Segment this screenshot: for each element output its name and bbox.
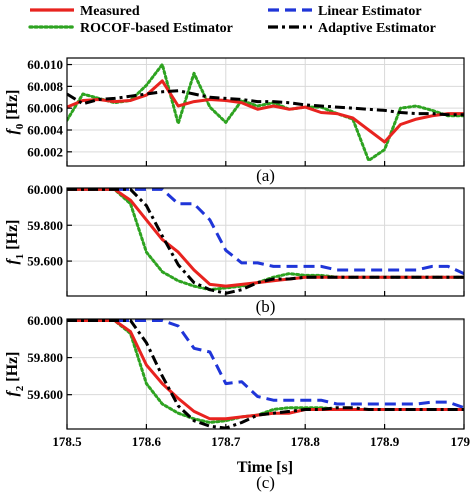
x-tick-label: 178.9 — [370, 434, 400, 449]
y-axis-label-subscript: 0 — [14, 123, 26, 129]
x-tick-label: 178.7 — [211, 434, 241, 449]
x-axis-label: Time [s] — [237, 459, 293, 476]
y-tick-label: 60.006 — [27, 101, 63, 116]
y-tick-label: 59.800 — [27, 218, 63, 233]
legend-label-adaptive-estimator: Adaptive Estimator — [318, 21, 436, 36]
y-axis-label: f0 [Hz] — [4, 89, 26, 134]
y-axis-label: f1 [Hz] — [4, 219, 26, 264]
x-tick-label: 178.8 — [291, 434, 321, 449]
legend-label-measured: Measured — [80, 4, 140, 19]
legend-label-rocof-based-estimator: ROCOF-based Estimator — [80, 21, 233, 36]
y-tick-label: 60.000 — [27, 313, 63, 328]
series-group — [67, 319, 464, 429]
y-axis-label-unit: [Hz] — [4, 89, 21, 119]
series-line-rocof-based-estimator — [67, 319, 464, 424]
y-axis-label-subscript: 1 — [14, 254, 26, 260]
y-axis-label-symbol: f — [4, 258, 21, 265]
panel-caption: (c) — [256, 473, 275, 492]
y-tick-label: 60.004 — [27, 123, 63, 138]
series-group — [67, 63, 464, 162]
x-tick-label: 179 — [451, 434, 471, 449]
y-tick-label: 60.008 — [27, 79, 63, 94]
panel-2: 59.600 59.800 60.000 f1 [Hz] (b) — [4, 182, 465, 316]
y-tick-label: 60.002 — [27, 144, 63, 159]
panels: 60.00260.00460.00660.00860.010f0[Hz](a)5… — [4, 57, 471, 492]
y-tick-label: 59.600 — [27, 387, 63, 402]
series-line-linear-estimator — [67, 188, 464, 275]
y-axis-label: f2 [Hz] — [4, 351, 26, 396]
y-tick-label: 60.010 — [27, 57, 63, 72]
x-tick-label: 178.5 — [52, 434, 82, 449]
y-tick-label: 60.000 — [27, 182, 63, 197]
y-axis-label-subscript: 2 — [14, 385, 26, 391]
axes-frame — [66, 187, 465, 297]
series-line-adaptive-estimator — [67, 188, 464, 295]
y-axis-label-symbol: f — [4, 390, 21, 397]
series-line-rocof-based-estimator — [67, 188, 464, 292]
legend: Measured Linear Estimator ROCOF-based Esti… — [28, 4, 436, 36]
series-line-adaptive-estimator — [67, 319, 464, 429]
series-line-measured — [67, 188, 464, 288]
panel-caption: (a) — [256, 166, 275, 185]
axes-frame — [66, 57, 465, 167]
panel-1: 60.002 60.004 60.006 60.008 60.010 f0 [Hz] (a) — [4, 57, 465, 185]
series-line-measured — [67, 79, 464, 144]
x-tick-label: 178.6 — [132, 434, 162, 449]
y-tick-label: 59.800 — [27, 350, 63, 365]
y-axis-label-unit: [Hz] — [4, 219, 21, 249]
y-tick-label: 59.600 — [27, 254, 63, 269]
y-axis-label-symbol: f — [4, 128, 21, 135]
panel-3: 59.600 59.800 60.000 178.5 178.6 178.7 178.8 17… — [4, 313, 471, 492]
legend-label-linear-estimator: Linear Estimator — [318, 4, 422, 19]
y-axis-label-unit: [Hz] — [4, 351, 21, 381]
panel-caption: (b) — [256, 297, 276, 316]
series-group — [67, 188, 464, 295]
series-line-rocof-based-estimator — [67, 63, 464, 162]
series-line-adaptive-estimator — [67, 89, 464, 117]
axes-frame — [66, 318, 465, 430]
